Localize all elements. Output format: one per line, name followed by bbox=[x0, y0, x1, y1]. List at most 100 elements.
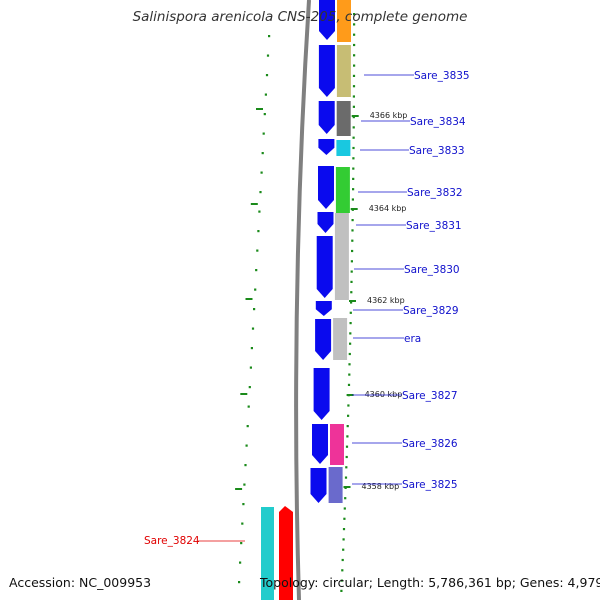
inner-ring-dot bbox=[239, 561, 242, 564]
cog-gene-block bbox=[335, 167, 350, 213]
outer-ring-dot bbox=[352, 146, 355, 150]
outer-ring-dot bbox=[352, 126, 355, 129]
inner-ring-dot bbox=[241, 522, 244, 525]
kbp-label: 4358 kbp bbox=[362, 482, 400, 491]
forward-gene-arrow bbox=[310, 468, 327, 503]
inner-ring-dot bbox=[260, 171, 263, 174]
outer-ring-dot bbox=[349, 322, 352, 325]
outer-ring-dot bbox=[342, 528, 346, 531]
outer-ring-dot bbox=[352, 157, 355, 160]
outer-ring-dot bbox=[345, 466, 348, 469]
outer-ring-dot bbox=[348, 373, 351, 376]
inner-ring-dot bbox=[242, 503, 245, 506]
inner-ring-dot bbox=[255, 269, 258, 272]
forward-gene-arrow bbox=[313, 368, 330, 420]
outer-ring-dot bbox=[352, 177, 355, 180]
cog-gene-block bbox=[330, 424, 344, 465]
inner-ring-dot bbox=[261, 152, 264, 155]
cog-colored-genes bbox=[328, 0, 351, 503]
kbp-label: 4362 kbp bbox=[367, 296, 405, 305]
inner-ring-major-tick bbox=[235, 488, 243, 490]
outer-ring-dot bbox=[341, 569, 344, 572]
outer-ring-dot bbox=[346, 425, 349, 428]
outer-ring-dot bbox=[342, 538, 345, 541]
reverse-gene-teal bbox=[261, 507, 274, 600]
inner-ring-dot bbox=[268, 35, 271, 38]
forward-gene-arrow bbox=[315, 301, 332, 316]
outer-ring-dot bbox=[347, 383, 351, 386]
outer-ring-dot bbox=[353, 13, 356, 16]
inner-ring-dot bbox=[248, 386, 251, 389]
kbp-label: 4364 kbp bbox=[369, 204, 407, 213]
cog-gene-block bbox=[336, 45, 351, 97]
inner-ring-dot bbox=[254, 288, 257, 291]
forward-gene-arrow bbox=[316, 236, 333, 298]
inner-ring-dot bbox=[258, 210, 261, 213]
gene-label: Sare_3831 bbox=[406, 220, 462, 232]
outer-ring-dot bbox=[352, 167, 355, 170]
inner-ring-dot bbox=[266, 54, 270, 57]
forward-gene-arrow bbox=[315, 319, 332, 360]
outer-ring-dot bbox=[342, 548, 345, 551]
outer-ring-dot bbox=[350, 270, 353, 273]
gene-label: Sare_3824 bbox=[144, 535, 200, 547]
outer-ring-dot bbox=[347, 404, 350, 407]
inner-ring-major-tick bbox=[240, 393, 248, 395]
inner-ring-dot bbox=[265, 74, 269, 77]
inner-ring-dot bbox=[247, 405, 250, 408]
outer-ring-dot bbox=[350, 291, 353, 294]
outer-ring-dot bbox=[352, 116, 355, 119]
gene-label: Sare_3834 bbox=[410, 116, 466, 128]
inner-ring-dot bbox=[243, 483, 246, 486]
outer-ring-dot bbox=[350, 260, 353, 263]
topology-text: Topology: circular; Length: 5,786,361 bp… bbox=[260, 575, 600, 590]
forward-gene-arrow bbox=[312, 424, 328, 464]
inner-ring-dot bbox=[251, 327, 255, 330]
outer-ring-dot bbox=[352, 95, 355, 98]
kbp-major-tick bbox=[351, 115, 359, 117]
outer-ring-dot bbox=[349, 332, 352, 335]
forward-strand-genes bbox=[310, 0, 335, 503]
gene-label: Sare_3829 bbox=[403, 305, 459, 317]
outer-ring-dot bbox=[344, 476, 348, 479]
gene-label: Sare_3825 bbox=[402, 479, 458, 491]
outer-ring-dot bbox=[353, 54, 356, 57]
inner-ring-dot bbox=[264, 93, 267, 96]
inner-ring-major-tick bbox=[256, 108, 263, 110]
accession-text: Accession: NC_009953 bbox=[9, 575, 152, 590]
inner-ring-major-tick bbox=[245, 298, 253, 300]
outer-ring-dot bbox=[351, 198, 354, 201]
outer-ring-dot bbox=[351, 219, 354, 222]
inner-ring-dot bbox=[238, 581, 241, 584]
cog-gene-block bbox=[334, 213, 349, 300]
gene-label: Sare_3833 bbox=[409, 145, 465, 157]
kbp-major-tick bbox=[349, 300, 356, 302]
outer-ring-dot bbox=[348, 352, 351, 356]
forward-gene-arrow bbox=[318, 139, 335, 155]
inner-ring-dot bbox=[259, 191, 262, 194]
outer-ring-dot bbox=[340, 579, 343, 582]
gene-label: Sare_3835 bbox=[414, 70, 470, 82]
outer-ring-dot bbox=[349, 311, 352, 314]
cog-gene-block bbox=[337, 0, 351, 42]
outer-ring-dot bbox=[353, 23, 356, 26]
cog-gene-block bbox=[336, 101, 351, 136]
forward-gene-arrow bbox=[318, 166, 334, 209]
outer-ring-dot bbox=[340, 589, 343, 592]
forward-gene-arrow bbox=[317, 212, 334, 233]
cog-gene-block bbox=[336, 140, 351, 156]
outer-ring-dot bbox=[347, 414, 350, 417]
inner-ring-dot bbox=[244, 464, 247, 467]
outer-ring-dot bbox=[352, 74, 356, 77]
outer-ring-dot bbox=[352, 105, 355, 108]
outer-ring-dot bbox=[352, 136, 355, 139]
kbp-major-tick bbox=[350, 208, 358, 210]
gene-label: Sare_3827 bbox=[402, 390, 458, 402]
outer-ring-dot bbox=[345, 445, 349, 448]
gene-label: Sare_3830 bbox=[404, 264, 460, 276]
outer-ring-dot bbox=[352, 85, 356, 88]
inner-ring-dot bbox=[250, 347, 253, 350]
inner-ring-dot bbox=[240, 542, 243, 545]
